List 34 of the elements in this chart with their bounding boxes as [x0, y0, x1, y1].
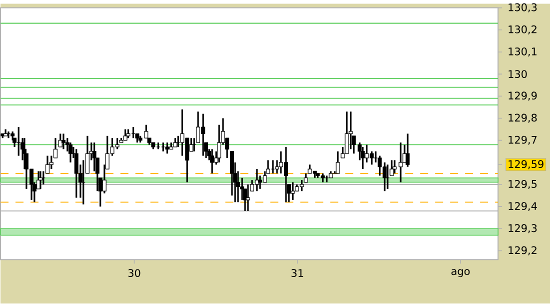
- candlestick: [336, 150, 340, 174]
- candlestick: [68, 142, 72, 164]
- y-tick-label: 129,4: [508, 202, 537, 212]
- candlestick: [74, 148, 78, 199]
- x-tick-label: 31: [292, 269, 304, 278]
- y-tick-label: 130,2: [508, 26, 536, 35]
- candlestick: [392, 160, 397, 174]
- candlestick: [344, 111, 349, 155]
- y-tick-label: 129,7: [508, 136, 537, 146]
- candlestick: [165, 142, 170, 155]
- y-tick-label: 129,3: [508, 224, 537, 234]
- y-tick-label: 129,8: [508, 114, 537, 123]
- candlestick: [22, 138, 26, 170]
- x-tick-label: ago: [451, 269, 470, 278]
- candlestick: [290, 182, 295, 201]
- y-tick-label: 130: [508, 70, 527, 78]
- y-tick-label: 129,5: [508, 180, 537, 190]
- candlestick: [398, 142, 403, 184]
- candlestick: [58, 133, 62, 148]
- y-tick-label: 129,9: [508, 92, 537, 101]
- candlestick: [144, 124, 148, 140]
- candlestick: [360, 146, 365, 170]
- y-tick-label: 129,59: [508, 160, 544, 170]
- y-tick-label: 129,2: [508, 246, 536, 256]
- candlestick: [406, 133, 410, 168]
- candlestick: [348, 111, 353, 150]
- y-tick-label: 130,1: [508, 48, 537, 57]
- candlestick: [92, 142, 96, 172]
- candlestick: [210, 148, 214, 174]
- x-tick-label: 30: [128, 269, 140, 278]
- candlestick: [38, 170, 42, 190]
- candlestick: [61, 133, 66, 150]
- y-tick-label: 130,3: [508, 4, 537, 13]
- candlestick: [246, 184, 250, 212]
